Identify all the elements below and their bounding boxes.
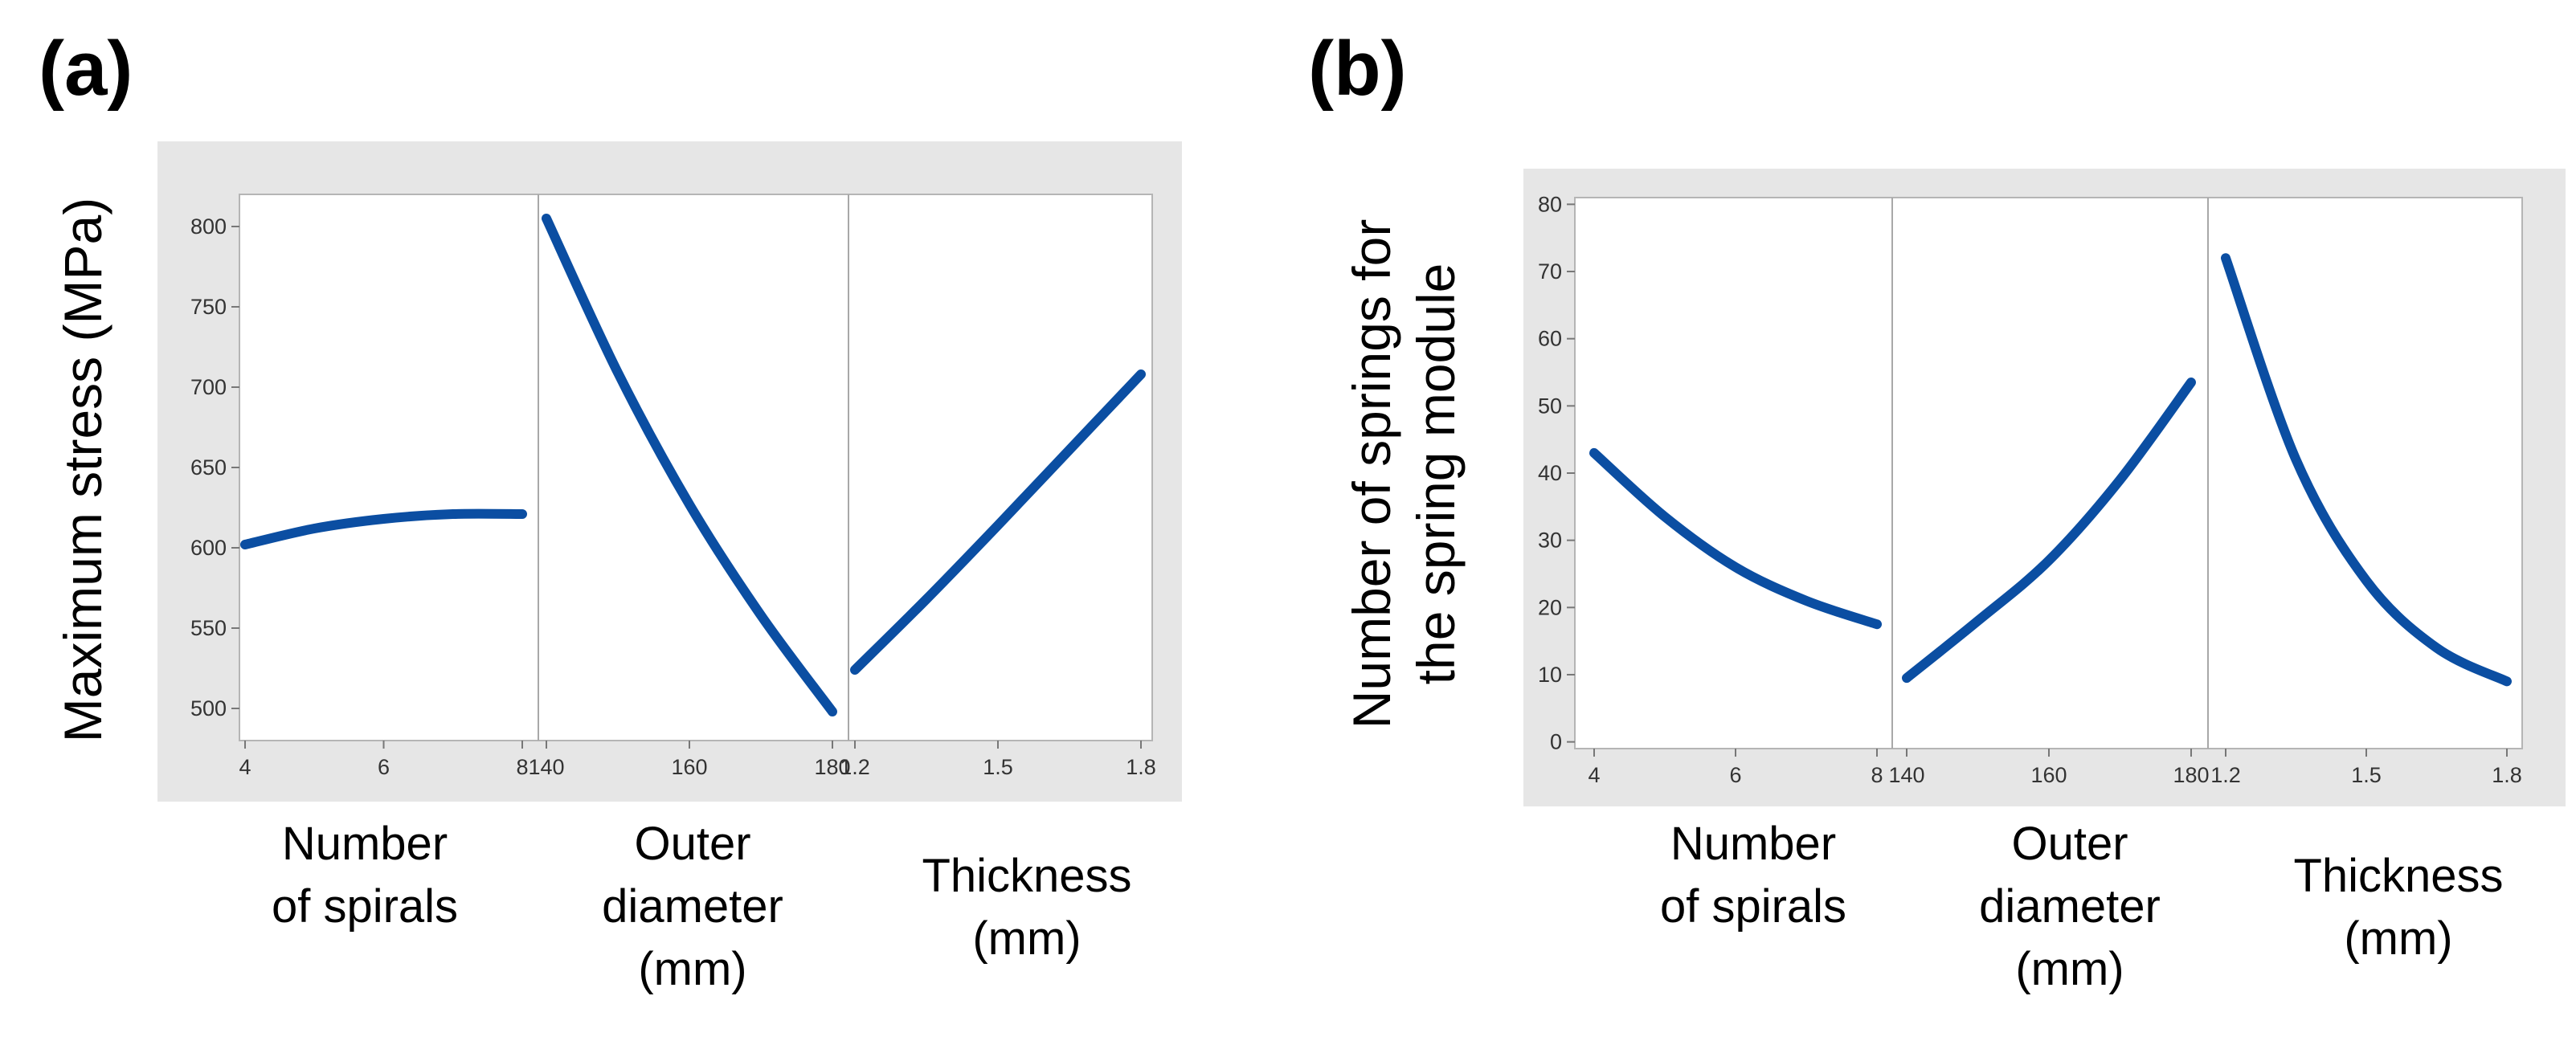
x-tick-label: 8 [1871, 763, 1883, 787]
x-tick-label: 1.8 [1126, 755, 1156, 779]
series-line [1589, 447, 1882, 630]
y-tick-label: 500 [190, 696, 227, 720]
x-tick-label: 180 [814, 755, 850, 779]
y-tick-label: 80 [1538, 192, 1562, 216]
x-tick-label: 1.8 [2492, 763, 2522, 787]
series-line [2221, 253, 2512, 687]
y-tick-label: 60 [1538, 327, 1562, 351]
y-tick-label: 30 [1538, 529, 1562, 553]
y-tick-label: 550 [190, 616, 227, 640]
x-tick-label: 1.2 [840, 755, 870, 779]
x-axis-label: diameter [1979, 880, 2161, 933]
x-tick-label: 140 [1888, 763, 1924, 787]
y-tick-label: 70 [1538, 259, 1562, 284]
y-tick-label: 800 [190, 214, 227, 239]
x-axis-label: Number [282, 818, 448, 870]
x-tick-label: 1.2 [2210, 763, 2241, 787]
x-tick-label: 180 [2173, 763, 2209, 787]
x-tick-label: 4 [239, 755, 251, 779]
plot-area [1574, 197, 2523, 749]
x-axis-label: (mm) [2015, 943, 2124, 995]
y-tick-label: 700 [190, 375, 227, 399]
y-axis-label: Number of springs for [1342, 219, 1401, 729]
x-axis-label: Outer [2011, 818, 2128, 870]
x-tick-label: 8 [516, 755, 528, 779]
x-axis-label: of spirals [272, 880, 458, 933]
x-tick-label: 4 [1588, 763, 1600, 787]
chart-maximum-stress: 500 550 600 650 700 750 800 Maximum stress (MPa… [53, 141, 1182, 995]
panel-a-label: (a) [39, 26, 133, 112]
x-axis-label: diameter [602, 880, 783, 933]
y-axis-label: the spring module [1406, 263, 1466, 685]
series-line [1902, 378, 2196, 684]
series-line [542, 214, 837, 716]
x-tick-label: 6 [378, 755, 390, 779]
y-axis-label: Maximum stress (MPa) [53, 198, 112, 742]
series-line [240, 508, 527, 549]
x-tick-label: 1.5 [983, 755, 1013, 779]
x-axis-label: Outer [634, 818, 750, 870]
series-line [850, 369, 1146, 675]
plot-area [239, 194, 1153, 741]
y-tick-label: 600 [190, 536, 227, 560]
x-tick-label: 160 [2030, 763, 2067, 787]
chart-number-of-springs: 0 10 20 30 40 50 60 70 80 Number of springs for th… [1342, 169, 2566, 995]
x-axis-label: (mm) [972, 912, 1081, 965]
x-axis-label: of spirals [1660, 880, 1846, 933]
y-tick-label: 750 [190, 295, 227, 319]
x-axis-label: Thickness [922, 850, 1131, 902]
x-axis-label: Number [1670, 818, 1836, 870]
x-tick-label: 140 [528, 755, 564, 779]
x-tick-label: 1.5 [2351, 763, 2382, 787]
y-tick-label: 650 [190, 455, 227, 480]
y-tick-label: 50 [1538, 394, 1562, 418]
panel-b-label: (b) [1308, 26, 1407, 112]
y-tick-label: 40 [1538, 461, 1562, 485]
x-axis-label: Thickness [2293, 850, 2503, 902]
x-axis-label: (mm) [2344, 912, 2452, 965]
y-tick-label: 20 [1538, 595, 1562, 619]
x-tick-label: 6 [1729, 763, 1741, 787]
x-axis-label: (mm) [638, 943, 746, 995]
y-tick-label: 10 [1538, 663, 1562, 687]
y-tick-label: 0 [1550, 730, 1562, 754]
x-tick-label: 160 [671, 755, 707, 779]
